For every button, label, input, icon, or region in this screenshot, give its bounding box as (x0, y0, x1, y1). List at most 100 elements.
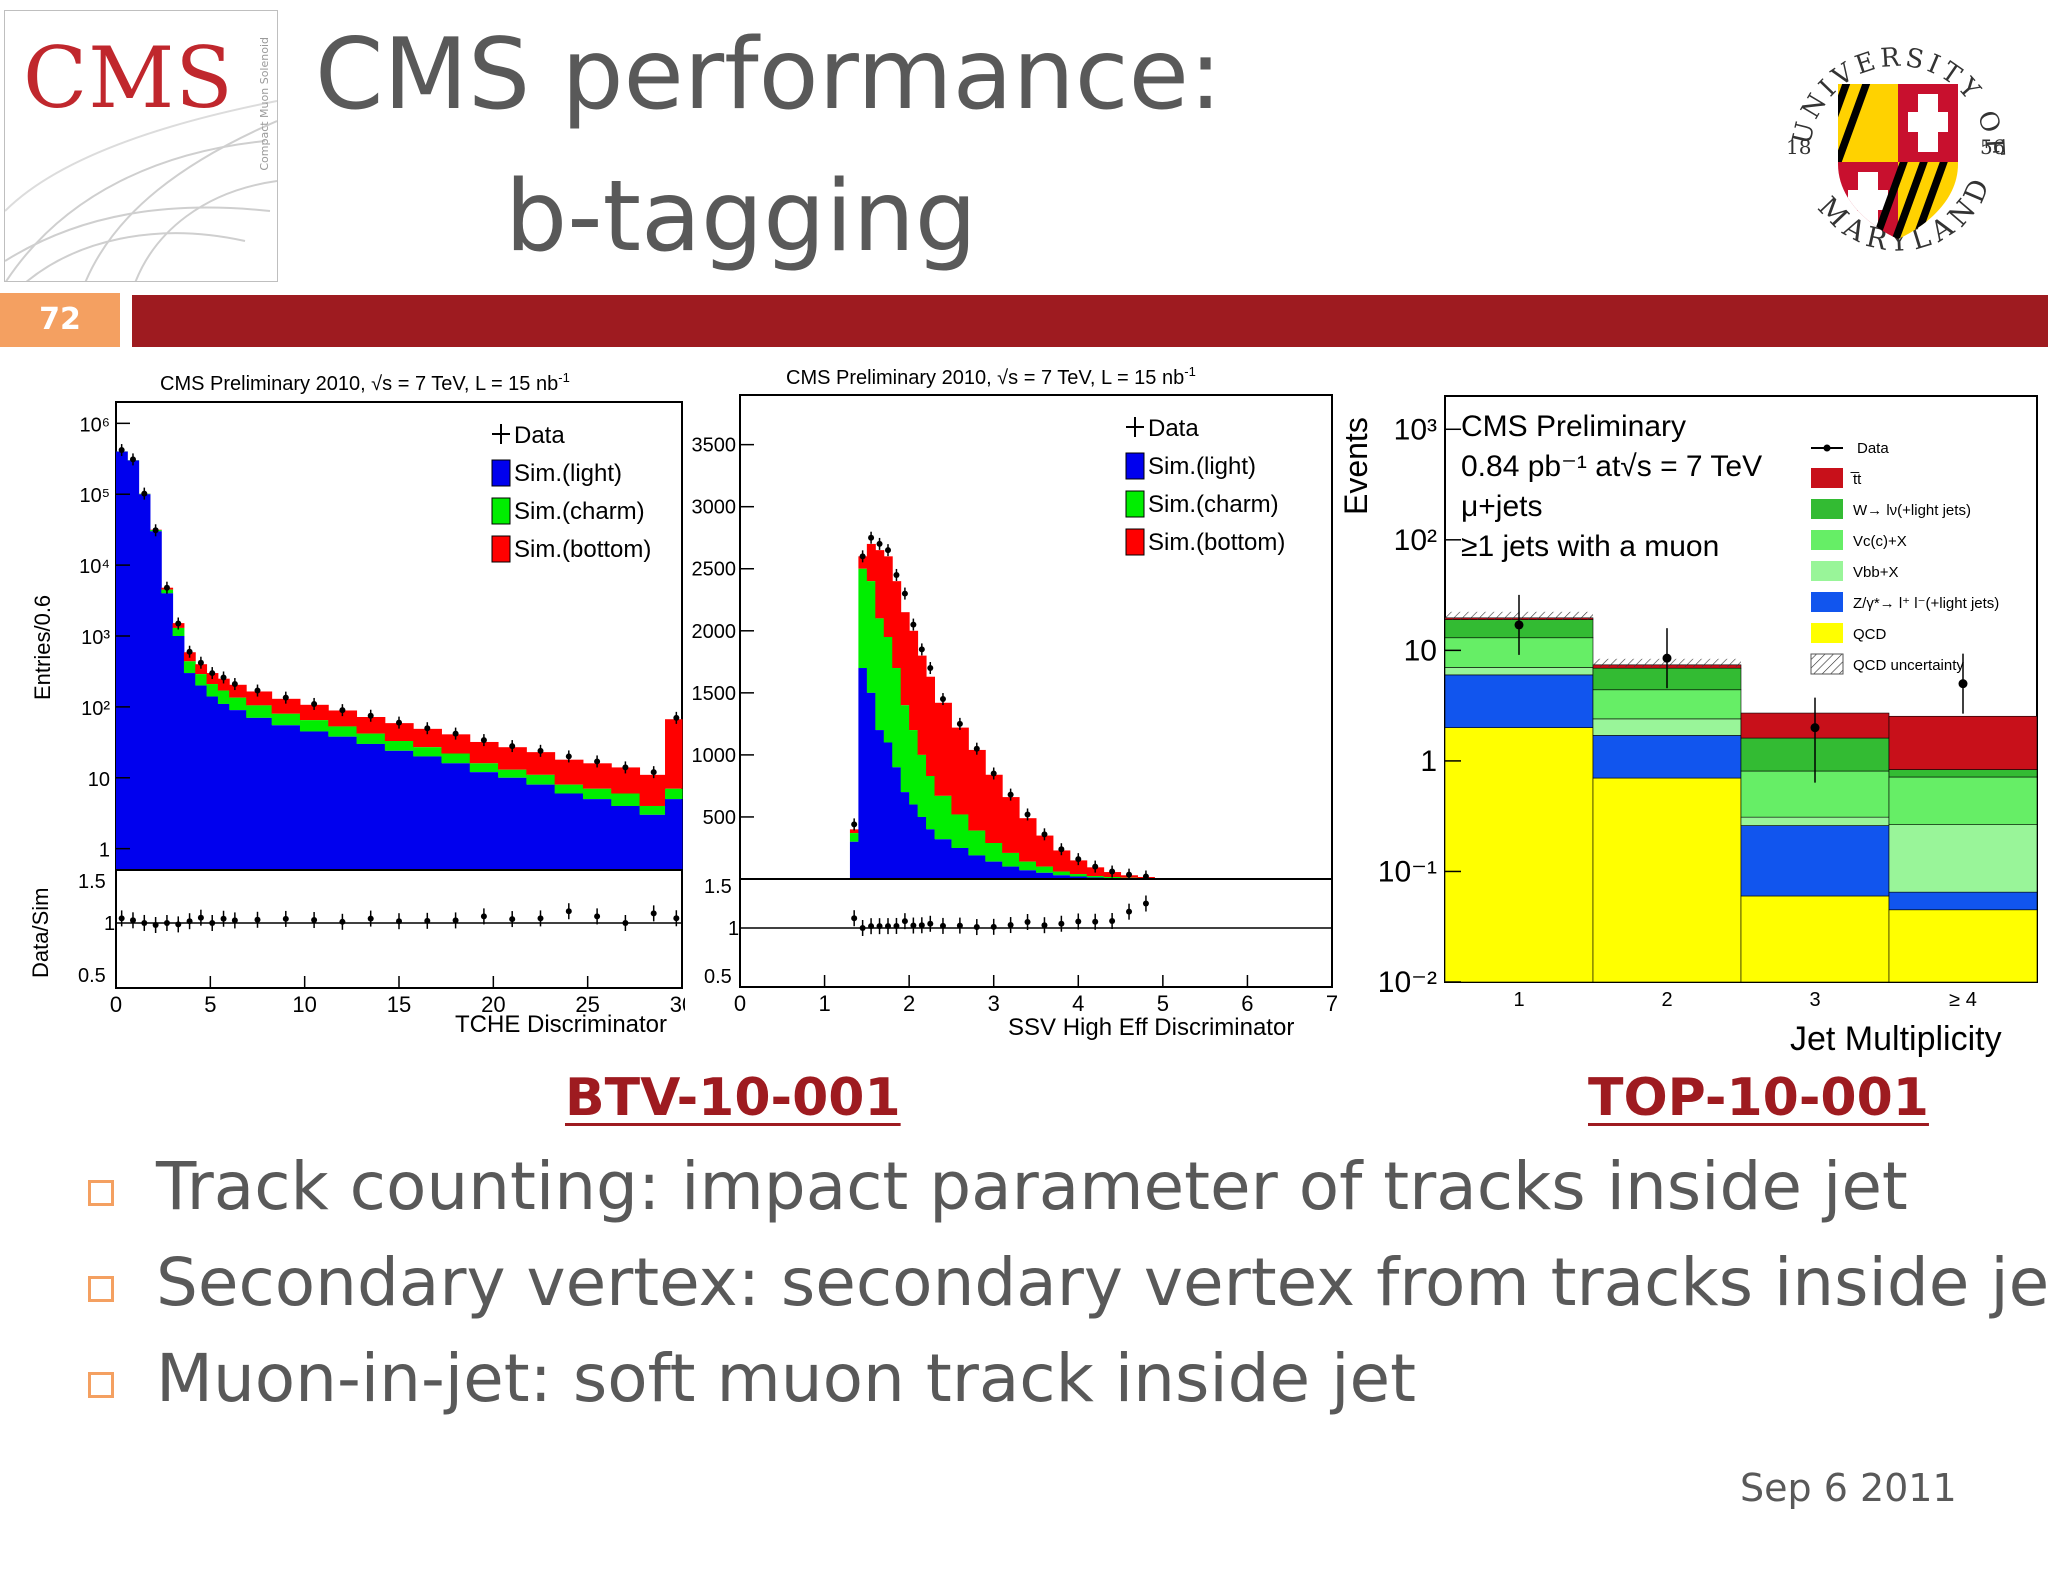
tche-caption: CMS Preliminary 2010, √s = 7 TeV, L = 15… (160, 370, 570, 395)
tche-bar-bottom (271, 698, 301, 714)
ssv-bar-light (875, 730, 885, 879)
ssv-legend-bottom: Sim.(bottom) (1125, 528, 1285, 556)
slide-date: Sep 6 2011 (1740, 1466, 1957, 1510)
tche-ratio-point (480, 913, 487, 920)
ssv-bar-charm (892, 668, 902, 768)
tche-bar-charm (498, 769, 527, 778)
top-10-001-link[interactable]: TOP-10-001 (1588, 1068, 1929, 1128)
ssv-main-frame (739, 394, 1333, 880)
cms-logo-subtitle: Compact Muon Solenoid (258, 37, 271, 171)
slide-title-line1: CMS performance: (315, 18, 1222, 132)
tche-ratio-point (118, 915, 125, 922)
ssv-ratio-point (859, 925, 866, 931)
ssv-data-point (868, 534, 875, 541)
tche-x-tick-label: 10 (292, 992, 316, 1017)
tche-legend-data: Data (492, 422, 565, 449)
tche-bar-light (554, 793, 584, 870)
ssv-data-point (956, 720, 963, 727)
ssv-bar-charm (900, 705, 910, 793)
ssv-data-point (973, 745, 980, 752)
tche-bar-light (195, 685, 208, 870)
tche-bar-light (665, 799, 683, 870)
top-legend-data: Data (1811, 440, 1889, 457)
tche-ratio-point (537, 915, 544, 922)
tche-ratio-point (452, 917, 459, 924)
tche-ratio-tick-high: 1.5 (78, 871, 106, 893)
ssv-bar-light (866, 692, 876, 879)
tche-data-point (118, 447, 125, 454)
tche-data-point (254, 687, 261, 694)
tche-bar-charm (413, 747, 442, 757)
ssv-bar-light (1052, 875, 1071, 879)
ssv-bar-charm (985, 843, 1003, 862)
tche-data-point (673, 714, 680, 721)
ssv-bar-bottom (1052, 850, 1071, 872)
svg-text:W→ lν(+light jets): W→ lν(+light jets) (1853, 502, 1971, 519)
tche-bar-light (246, 717, 273, 870)
ssv-bar-light (858, 668, 868, 879)
tche-y-ticks: 10⁶ 10⁵ 10⁴ 10³ 10² 10 1 (79, 414, 130, 862)
ssv-bar-charm (875, 618, 885, 731)
tche-bar-charm (639, 805, 666, 815)
tche-bar-light (149, 531, 162, 870)
tche-bar-light (299, 731, 329, 870)
tche-legend-light: Sim.(light) (491, 459, 622, 487)
ssv-bar-bottom (951, 727, 969, 815)
tche-bar-charm (356, 733, 386, 744)
tche-data-point (231, 681, 238, 688)
cms-logo-text: CMS (23, 29, 234, 127)
ssv-ratio-point (901, 918, 908, 925)
ssv-bar-charm (968, 830, 986, 856)
ssv-caption: CMS Preliminary 2010, √s = 7 TeV, L = 15… (786, 364, 1196, 389)
ssv-bar-light (934, 839, 952, 879)
svg-text:Vc(c)+X: Vc(c)+X (1853, 533, 1907, 550)
tche-bar-bottom (441, 734, 471, 754)
ssv-y-tick-label: 3500 (692, 435, 737, 457)
tche-bar-light (206, 696, 219, 870)
tche-data-point (163, 584, 170, 591)
ssv-bar-charm (858, 568, 868, 669)
ssv-bar-bottom (875, 550, 885, 619)
top-legend-zll: Z/γ*→ l⁺ l⁻(+light jets) (1811, 592, 1999, 612)
tche-bar-bottom (356, 717, 386, 734)
slide-title-line2: b-tagging (505, 160, 978, 274)
tche-data-points (118, 444, 680, 779)
svg-text:t̅t: t̅t (1850, 471, 1862, 488)
tche-bar-bottom (299, 704, 329, 721)
ssv-data-point (876, 540, 883, 547)
tche-bar-bottom (639, 774, 666, 806)
ssv-ratio-point (1041, 922, 1048, 929)
tche-ratio-points (118, 903, 680, 934)
ssv-ratio-point (1075, 918, 1082, 925)
tche-bar-light (138, 494, 151, 870)
ssv-y-tick-label: 500 (703, 807, 736, 829)
ssv-ratio-point (1092, 918, 1099, 925)
ssv-x-tick-label: 1 (818, 991, 830, 1016)
svg-text:Sim.(bottom): Sim.(bottom) (1148, 529, 1285, 556)
tche-bar-charm (183, 661, 196, 674)
tche-data-point (220, 674, 227, 681)
ssv-x-ticks: 0 1 2 3 4 5 6 7 (734, 975, 1338, 1016)
tche-bar-bottom (384, 723, 414, 742)
ssv-bar-charm (926, 775, 936, 830)
ssv-bar-bottom (917, 655, 927, 755)
tche-ratio-point (175, 921, 182, 928)
ssv-ratio-point (1024, 919, 1031, 925)
tche-bar-bottom (582, 763, 612, 789)
top-plot: 10³ 10² 10 1 10⁻¹ 10⁻² CMS Preliminary 0.84 p… (1338, 395, 2038, 1058)
ssv-x-tick-label: 7 (1326, 991, 1338, 1016)
ssv-bar-light (1069, 876, 1088, 879)
ssv-ratio-point (910, 922, 917, 929)
btv-10-001-link[interactable]: BTV-10-001 (565, 1068, 901, 1128)
tche-bar-charm (554, 784, 584, 794)
tche-bar-bottom (328, 710, 358, 727)
tche-bar-charm (582, 788, 612, 800)
university-of-maryland-seal: UNIVERSITY OF MARYLAND 18 56 (1786, 42, 2005, 258)
tche-bar-light (328, 736, 358, 870)
ssv-bar-charm (1069, 874, 1088, 877)
top-x-tick-label: 1 (1513, 989, 1524, 1011)
ssv-bar-light (892, 767, 902, 879)
ssv-data-point (1075, 856, 1082, 863)
top-bar-qcd (1444, 727, 1594, 983)
ssv-ratio-point (1058, 920, 1065, 927)
